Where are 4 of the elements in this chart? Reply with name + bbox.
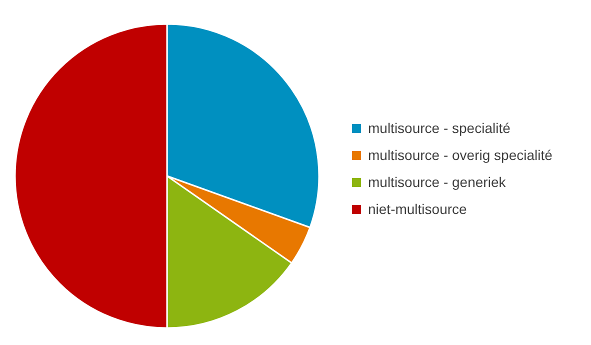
legend-label: multisource - specialité — [368, 120, 511, 136]
legend-label: niet-multisource — [368, 201, 468, 217]
legend-label: multisource - generiek — [368, 174, 507, 190]
legend-label: multisource - overig specialité — [368, 147, 553, 163]
